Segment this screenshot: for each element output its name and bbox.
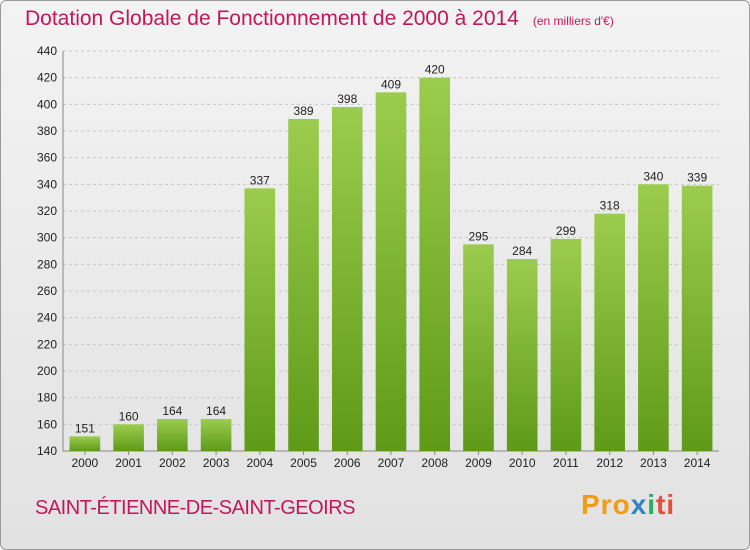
value-label-2013: 340 <box>643 169 663 183</box>
bar-2009 <box>463 244 494 451</box>
x-tick-label: 2010 <box>509 456 536 470</box>
bar-2006 <box>331 107 363 451</box>
value-labels: 151 160 164 164 337 389 398 409 420 295 284 299 318 3… <box>75 63 708 436</box>
bar-2010 <box>506 259 538 451</box>
value-label-2010: 284 <box>512 244 532 258</box>
proxiti-logo[interactable]: Proxiti <box>581 489 675 521</box>
chart-subtitle: (en milliers d'€) <box>532 14 614 28</box>
title-row: Dotation Globale de Fonctionnement de 20… <box>25 7 614 31</box>
x-tick-label: 2012 <box>596 456 623 470</box>
bar-2011 <box>550 239 582 451</box>
y-tick-label: 160 <box>37 417 57 431</box>
bar-2002 <box>157 419 188 451</box>
value-label-2011: 299 <box>556 224 576 238</box>
bars <box>69 77 713 452</box>
y-tick-label: 280 <box>37 257 57 271</box>
y-tick-label: 340 <box>37 177 57 191</box>
x-tick-label: 2007 <box>378 456 405 470</box>
value-label-2007: 409 <box>381 77 401 91</box>
value-label-2003: 164 <box>206 404 226 418</box>
logo-part-1: Pro <box>581 489 631 520</box>
x-tick-label: 2008 <box>421 456 448 470</box>
x-tick-label: 2011 <box>553 456 579 470</box>
x-tick-label: 2014 <box>684 456 711 470</box>
y-tick-label: 260 <box>37 284 57 298</box>
bar-2005 <box>288 119 319 451</box>
bar-2007 <box>375 92 407 451</box>
y-tick-label: 300 <box>37 231 57 245</box>
x-tick-label: 2002 <box>159 456 186 470</box>
y-tick-label: 420 <box>37 71 57 85</box>
y-tick-label: 140 <box>37 444 57 458</box>
value-label-2009: 295 <box>468 229 488 243</box>
value-label-2008: 420 <box>425 63 445 77</box>
logo-part-2: x <box>630 489 648 520</box>
x-tick-label: 2001 <box>115 456 142 470</box>
x-tick-label: 2009 <box>465 456 492 470</box>
bar-2001 <box>113 424 144 451</box>
bar-2014 <box>681 185 713 451</box>
value-label-2002: 164 <box>162 404 182 418</box>
bar-2012 <box>594 213 625 451</box>
y-tick-label: 360 <box>37 151 57 165</box>
logo-part-3: i <box>647 489 657 520</box>
value-label-2014: 339 <box>687 171 707 185</box>
bar-2008 <box>419 77 451 452</box>
x-tick-label: 2006 <box>334 456 361 470</box>
value-label-2005: 389 <box>294 104 314 118</box>
y-tick-label: 240 <box>37 311 57 325</box>
x-axis: 2000 2001 2002 2003 2004 2005 2006 2007 2008 2009… <box>72 451 711 470</box>
y-tick-label: 180 <box>37 391 57 405</box>
y-tick-label: 200 <box>37 364 57 378</box>
value-label-2012: 318 <box>600 199 620 213</box>
commune-name: SAINT-ÉTIENNE-DE-SAINT-GEOIRS <box>35 497 355 519</box>
value-label-2001: 160 <box>119 409 139 423</box>
x-tick-label: 2000 <box>72 456 99 470</box>
x-tick-label: 2005 <box>290 456 317 470</box>
y-tick-label: 320 <box>37 204 57 218</box>
value-label-2006: 398 <box>337 92 357 106</box>
value-label-2000: 151 <box>75 421 95 435</box>
y-tick-label: 380 <box>37 124 57 138</box>
y-tick-label: 440 <box>37 44 57 58</box>
y-tick-label: 220 <box>37 337 57 351</box>
x-tick-label: 2013 <box>640 456 667 470</box>
bar-2004 <box>244 188 276 452</box>
logo-part-4: ti <box>656 489 676 520</box>
value-label-2004: 337 <box>250 173 270 187</box>
bar-2000 <box>69 436 101 451</box>
bar-2003 <box>200 419 232 451</box>
bar-2013 <box>638 184 669 452</box>
y-tick-label: 400 <box>37 97 57 111</box>
chart-title: Dotation Globale de Fonctionnement de 20… <box>25 7 519 30</box>
x-tick-label: 2004 <box>246 456 273 470</box>
y-axis: 140 160 180 200 220 240 260 280 300 320 340 360 380 4… <box>37 44 719 458</box>
x-tick-label: 2003 <box>203 456 230 470</box>
